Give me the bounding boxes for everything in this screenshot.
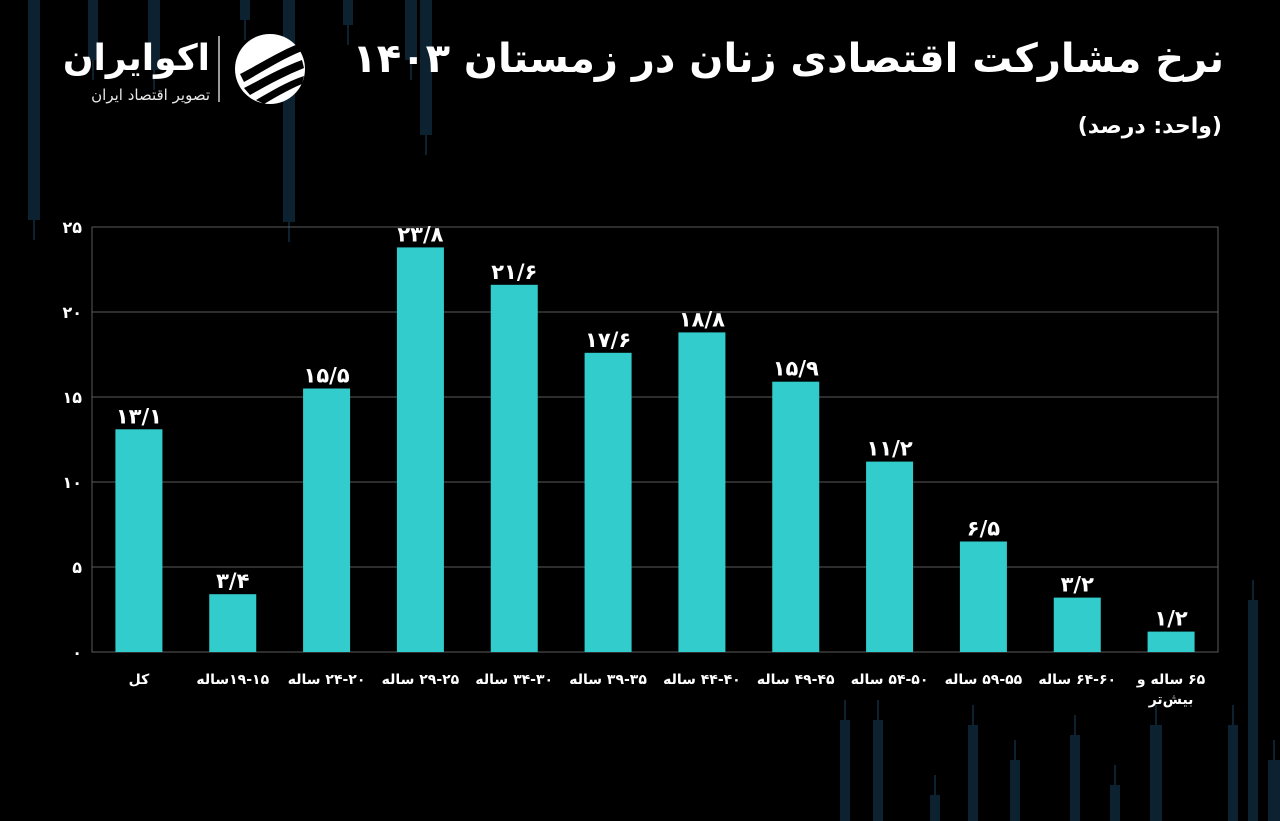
x-tick-label: ۶۵ ساله و bbox=[1136, 672, 1206, 688]
logo-divider bbox=[218, 36, 220, 102]
brand-name: اکوایران bbox=[62, 38, 210, 79]
y-tick-label: ۲۰ bbox=[62, 303, 82, 322]
x-tick-label: ۵۹-۵۵ ساله bbox=[945, 672, 1023, 688]
bar bbox=[772, 381, 820, 652]
plot-area-border bbox=[91, 226, 1219, 653]
data-label: ۱۱/۲ bbox=[867, 437, 913, 461]
bar bbox=[959, 541, 1007, 652]
bar bbox=[209, 594, 257, 652]
bar bbox=[1053, 597, 1101, 652]
y-tick-label: ۰ bbox=[72, 643, 82, 662]
y-tick-label: ۱۵ bbox=[62, 388, 82, 407]
y-tick-label: ۲۵ bbox=[62, 218, 82, 237]
x-tick-label: کل bbox=[129, 672, 150, 688]
bar bbox=[866, 461, 914, 652]
x-tick-label: ۱۹-۱۵ساله bbox=[196, 672, 269, 688]
bar bbox=[678, 332, 726, 652]
unit-label: (واحد: درصد) bbox=[1077, 114, 1222, 139]
x-tick-label: ۴۴-۴۰ ساله bbox=[663, 672, 741, 688]
data-label: ۱۸/۸ bbox=[679, 307, 725, 331]
data-label: ۲۳/۸ bbox=[397, 222, 443, 246]
x-tick-label: ۶۴-۶۰ ساله bbox=[1038, 672, 1116, 688]
data-label: ۶/۵ bbox=[967, 517, 1000, 541]
bar bbox=[303, 388, 351, 652]
bar bbox=[396, 247, 444, 652]
bar bbox=[490, 284, 538, 652]
x-tick-label: ۲۴-۲۰ ساله bbox=[288, 672, 366, 688]
x-tick-label: ۳۴-۳۰ ساله bbox=[475, 672, 553, 688]
x-tick-label: ۵۴-۵۰ ساله bbox=[851, 672, 929, 688]
x-tick-label: بیش‌تر bbox=[1148, 692, 1194, 708]
brand-mark-icon bbox=[235, 34, 305, 104]
brand-logo: اکوایران تصویر اقتصاد ایران bbox=[50, 30, 310, 110]
brand-tagline: تصویر اقتصاد ایران bbox=[91, 86, 210, 104]
bar bbox=[115, 429, 163, 652]
y-tick-label: ۱۰ bbox=[62, 473, 82, 492]
data-label: ۲۱/۶ bbox=[491, 260, 537, 284]
data-label: ۳/۴ bbox=[216, 569, 249, 593]
bar bbox=[1147, 631, 1195, 652]
data-label: ۱۷/۶ bbox=[585, 328, 631, 352]
data-label: ۱/۲ bbox=[1154, 607, 1187, 631]
x-tick-label: ۲۹-۲۵ ساله bbox=[382, 672, 460, 688]
data-label: ۱۵/۵ bbox=[304, 364, 350, 388]
chart-title: نرخ مشارکت اقتصادی زنان در زمستان ۱۴۰۳ bbox=[352, 36, 1224, 82]
y-tick-label: ۵ bbox=[72, 558, 82, 577]
x-tick-label: ۳۹-۳۵ ساله bbox=[569, 672, 647, 688]
data-label: ۳/۲ bbox=[1061, 573, 1094, 597]
data-label: ۱۵/۹ bbox=[773, 357, 819, 381]
bar bbox=[584, 352, 632, 652]
x-tick-label: ۴۹-۴۵ ساله bbox=[757, 672, 835, 688]
data-label: ۱۳/۱ bbox=[116, 404, 162, 428]
